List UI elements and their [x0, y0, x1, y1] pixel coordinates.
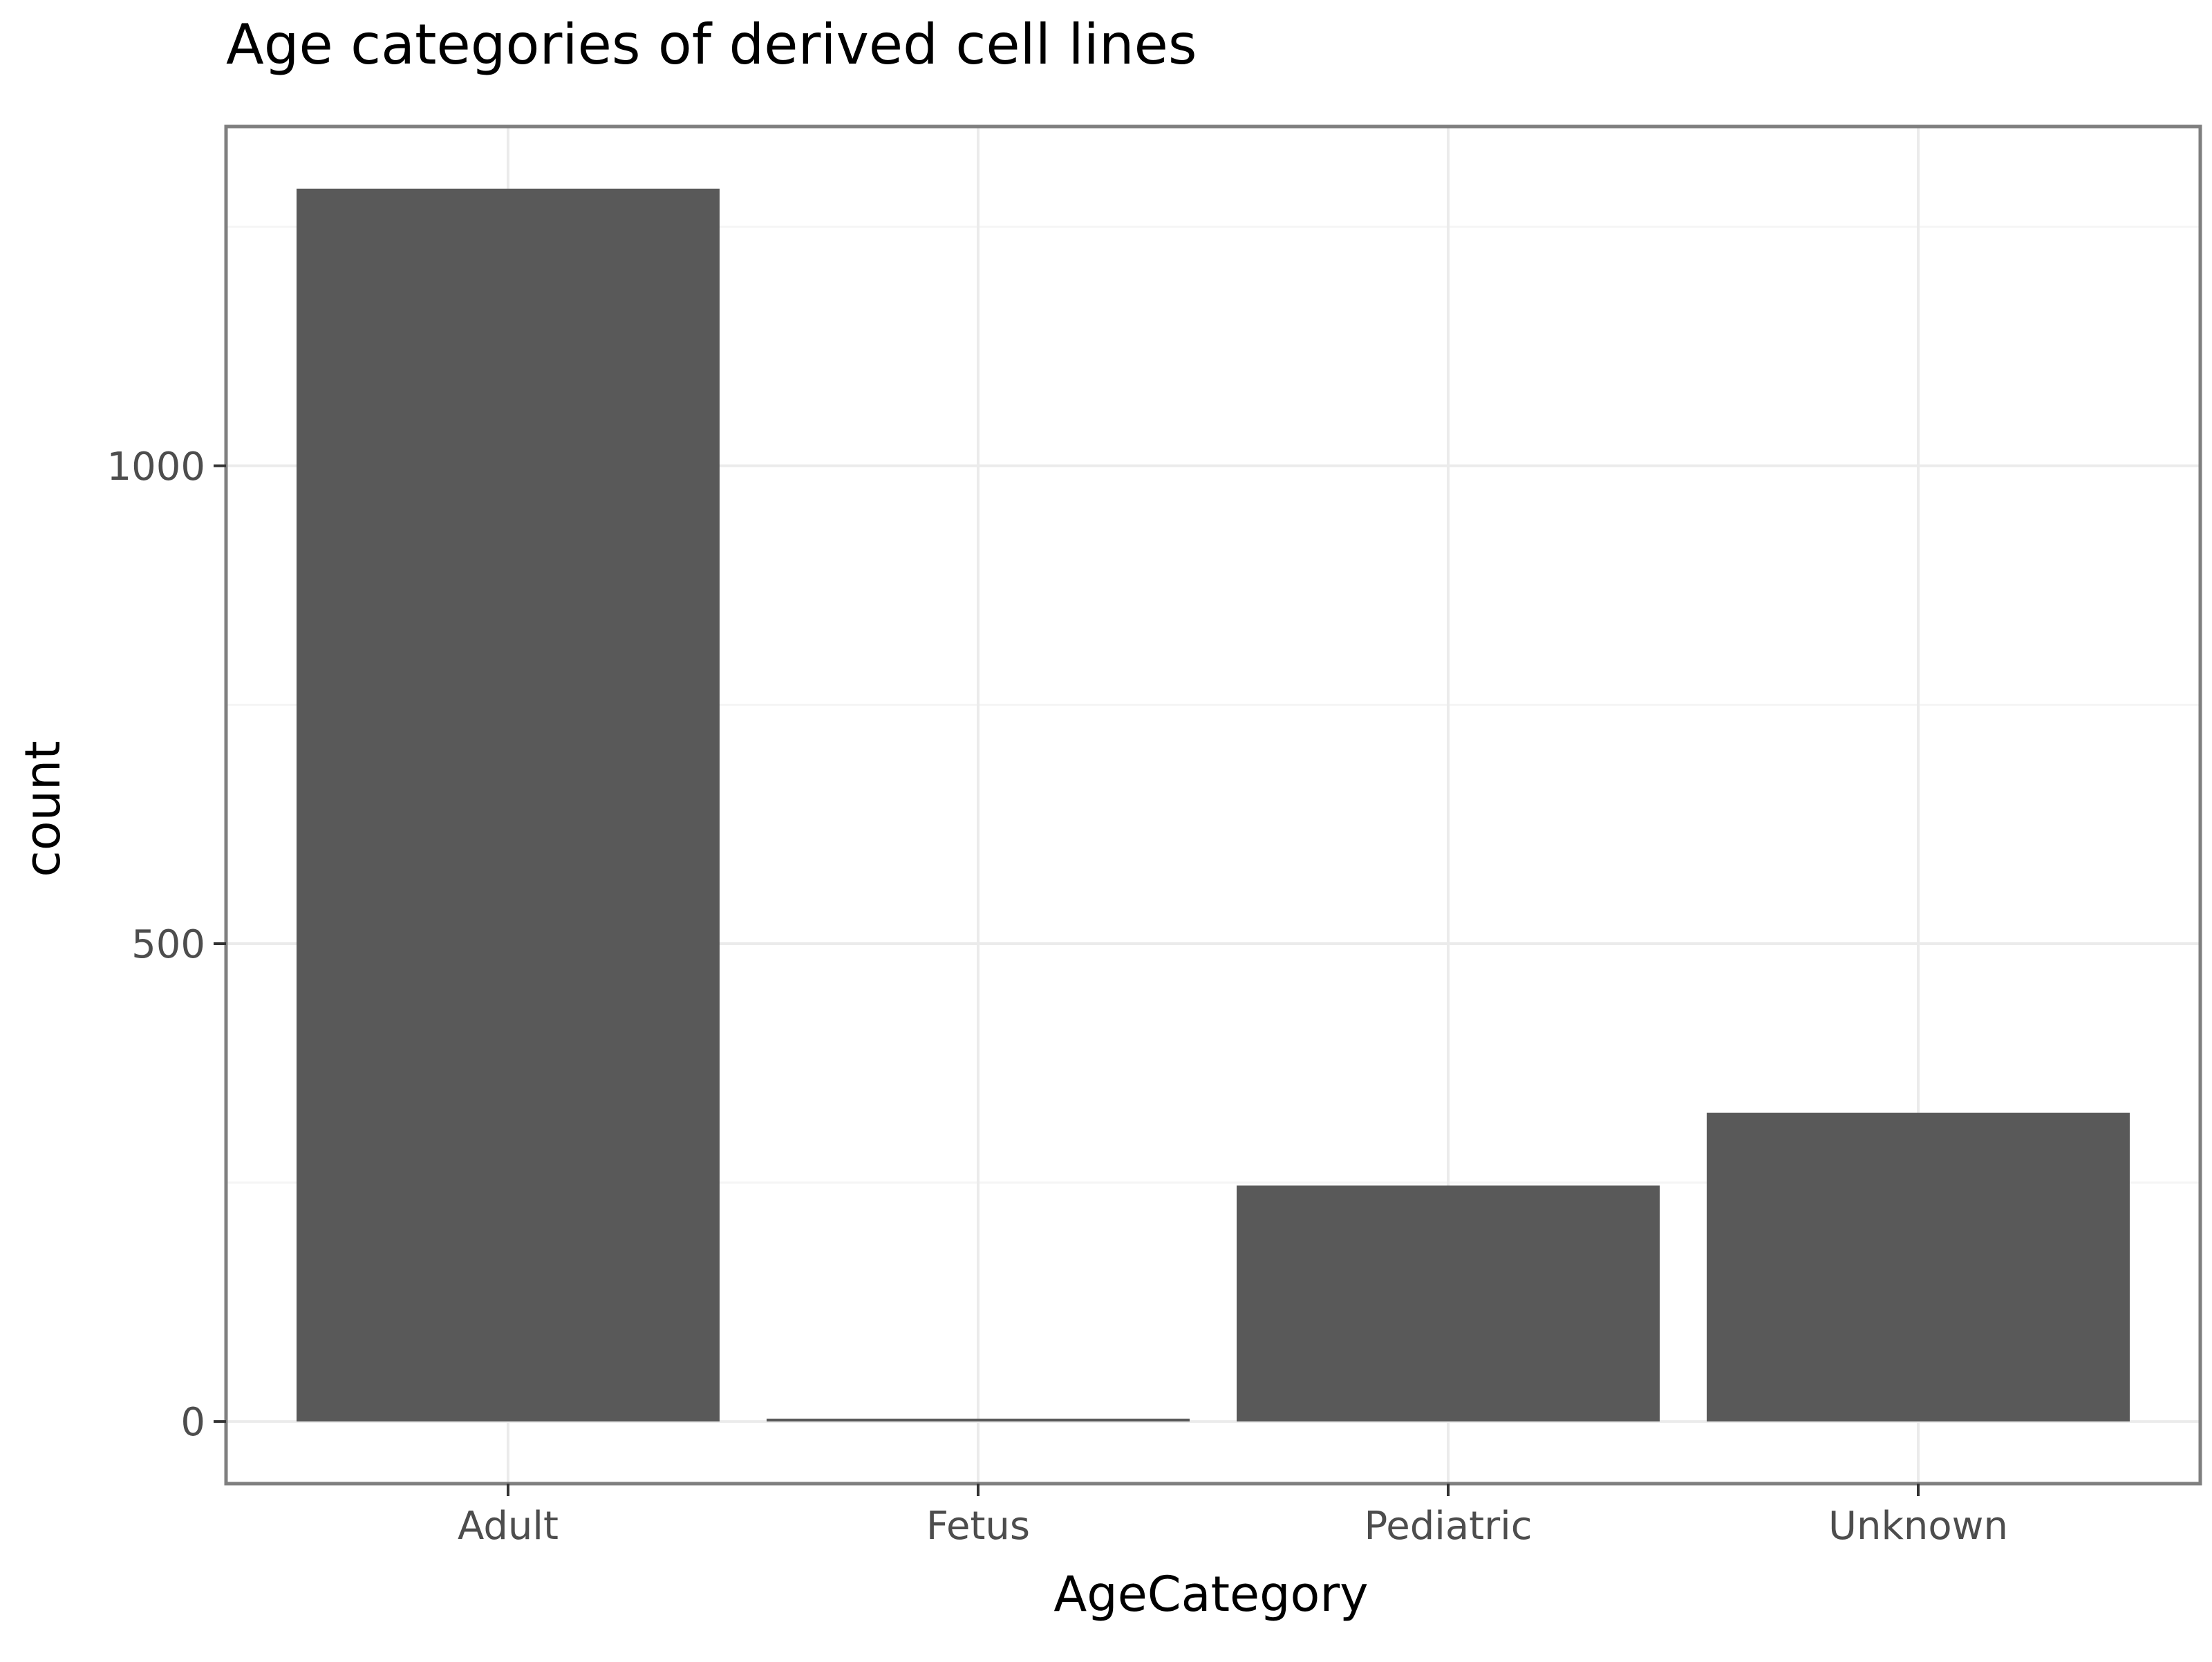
bar-fetus: [767, 1418, 1190, 1422]
y-tick-label: 0: [180, 1400, 205, 1445]
y-axis-title: count: [15, 740, 71, 877]
bar-adult: [297, 188, 720, 1422]
x-tick-label: Unknown: [1828, 1504, 2008, 1549]
x-axis-title: AgeCategory: [1053, 1566, 1368, 1623]
bar-unknown: [1707, 1112, 2130, 1422]
bar-pediatric: [1237, 1185, 1660, 1422]
panel-border: [224, 124, 2202, 1486]
y-tick-label: 500: [131, 922, 205, 967]
plot-area: 0 500 1000 Adult Fetus Pediatric Unknown: [106, 124, 2202, 1549]
x-tick-label: Adult: [458, 1504, 559, 1549]
y-tick-label: 1000: [106, 445, 205, 489]
chart-title: Age categories of derived cell lines: [226, 12, 1197, 77]
x-tick-label: Fetus: [926, 1504, 1030, 1549]
x-tick-label: Pediatric: [1365, 1504, 1533, 1549]
